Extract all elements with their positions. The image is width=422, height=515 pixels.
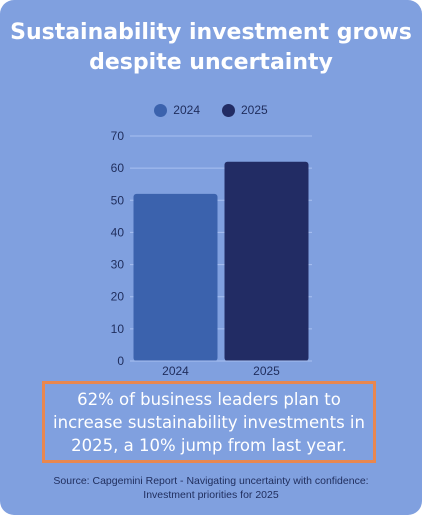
y-tick-label-70: 70	[111, 129, 125, 143]
legend-item-2024: 2024	[154, 103, 200, 117]
title-line-1: Sustainability investment grows	[10, 20, 412, 45]
legend-label-2024: 2024	[173, 103, 200, 117]
source-note: Source: Capgemini Report - Navigating un…	[0, 474, 422, 502]
callout-line-3: 2025, a 10% jump from last year.	[71, 435, 347, 455]
x-tick-label-2024: 2024	[162, 364, 189, 378]
bar-2024	[133, 193, 218, 361]
title-line-2: despite uncertainty	[89, 50, 333, 75]
y-tick-label-20: 20	[111, 290, 125, 304]
callout-line-1: 62% of business leaders plan to	[77, 389, 341, 409]
y-tick-label-30: 30	[111, 258, 125, 272]
callout-line-2: increase sustainability investments in	[53, 412, 365, 432]
legend-label-2025: 2025	[241, 103, 268, 117]
callout-box: 62% of business leaders plan to increase…	[42, 381, 376, 463]
y-tick-label-0: 0	[117, 354, 124, 368]
bar-2025	[224, 161, 309, 361]
x-tick-label-2025: 2025	[253, 364, 280, 378]
legend-swatch-2024	[154, 103, 168, 117]
chart-title: Sustainability investment grows despite …	[0, 18, 422, 78]
legend-item-2025: 2025	[222, 103, 268, 117]
legend: 2024 2025	[0, 103, 422, 117]
legend-swatch-2025	[222, 103, 235, 117]
source-line-1: Source: Capgemini Report - Navigating un…	[53, 475, 369, 487]
y-tick-label-10: 10	[111, 322, 125, 336]
bar-chart: 0 10 20 30 40 50 60 70 2024 2025	[111, 129, 312, 378]
y-tick-label-60: 60	[111, 161, 125, 175]
source-line-2: Investment priorities for 2025	[143, 489, 279, 501]
y-tick-label-40: 40	[111, 225, 125, 239]
y-tick-label-50: 50	[111, 193, 125, 207]
